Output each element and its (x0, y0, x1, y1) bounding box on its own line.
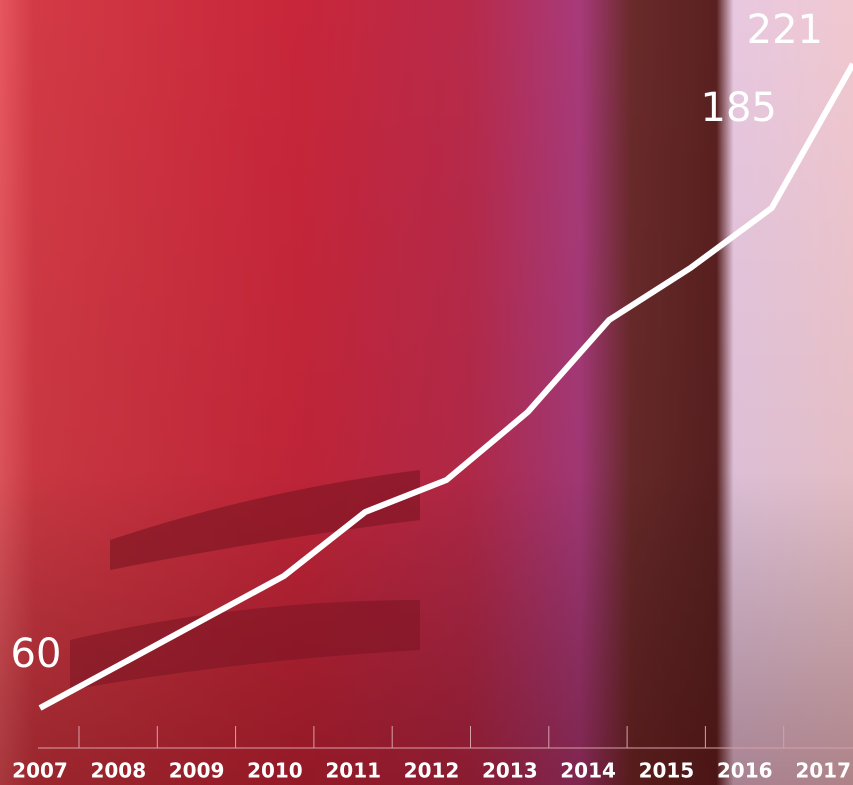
x-tick-label: 2009 (169, 759, 225, 783)
x-tick-label: 2017 (795, 759, 851, 783)
x-tick-label: 2014 (560, 759, 616, 783)
x-tick-label: 2012 (404, 759, 460, 783)
x-tick-label: 2013 (482, 759, 538, 783)
x-tick-label: 2010 (247, 759, 303, 783)
value-label: 185 (701, 85, 777, 131)
x-tick-label: 2007 (12, 759, 68, 783)
shadow (70, 600, 420, 690)
value-label: 60 (11, 631, 62, 677)
x-tick-label: 2015 (639, 759, 695, 783)
value-label: 221 (747, 7, 823, 53)
x-tick-label: 2011 (325, 759, 381, 783)
shadow (110, 470, 420, 570)
line (38, 62, 853, 711)
x-tick-label: 2016 (717, 759, 773, 783)
x-tick-label: 2008 (90, 759, 146, 783)
